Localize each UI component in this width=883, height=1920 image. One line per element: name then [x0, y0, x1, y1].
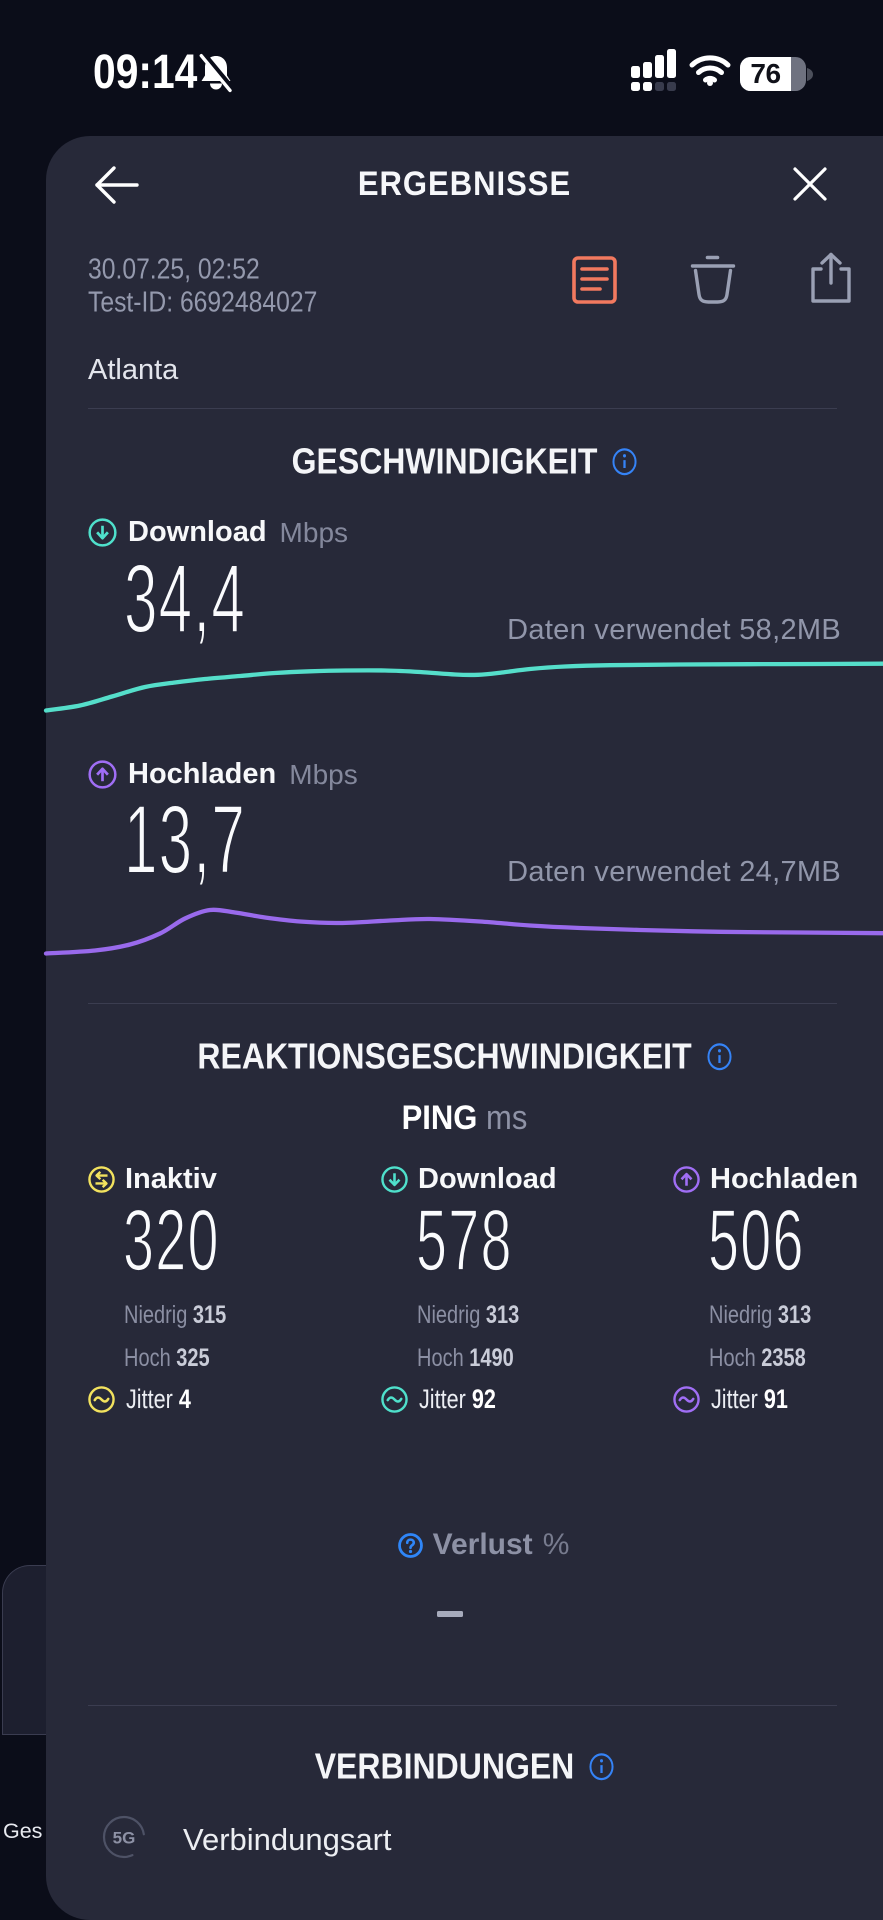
svg-text:5G: 5G — [113, 1829, 136, 1848]
